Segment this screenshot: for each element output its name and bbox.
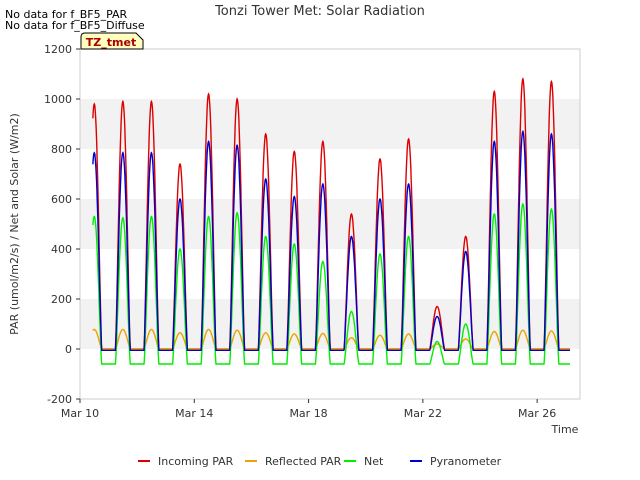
x-tick-label: Mar 10 bbox=[61, 407, 99, 420]
chart-title: Tonzi Tower Met: Solar Radiation bbox=[214, 4, 425, 19]
legend-label: Pyranometer bbox=[430, 455, 502, 468]
legend-item: Reflected PAR bbox=[245, 455, 342, 468]
legend-label: Net bbox=[364, 455, 384, 468]
legend-label: Incoming PAR bbox=[158, 455, 234, 468]
plot-frame bbox=[79, 48, 581, 400]
x-tick-label: Mar 14 bbox=[175, 407, 213, 420]
legend-item: Pyranometer bbox=[410, 455, 502, 468]
y-tick-label: 800 bbox=[51, 143, 72, 156]
y-axis-label: PAR (umol/m2/s) / Net and Solar (W/m2) bbox=[8, 113, 21, 335]
site-badge-label: TZ_tmet bbox=[86, 36, 136, 49]
x-tick-label: Mar 18 bbox=[289, 407, 327, 420]
legend-label: Reflected PAR bbox=[265, 455, 342, 468]
x-tick-label: Mar 22 bbox=[404, 407, 442, 420]
y-tick-label: 400 bbox=[51, 243, 72, 256]
no-data-note-diffuse: No data for f_BF5_Diffuse bbox=[5, 19, 145, 32]
y-tick-label: -200 bbox=[47, 393, 72, 406]
x-tick-label: Mar 26 bbox=[518, 407, 556, 420]
grid-band bbox=[80, 49, 580, 99]
site-badge: TZ_tmet bbox=[80, 32, 144, 50]
grid-band bbox=[80, 249, 580, 299]
y-tick-label: 1000 bbox=[44, 93, 72, 106]
legend-item: Net bbox=[344, 455, 384, 468]
legend-item: Incoming PAR bbox=[138, 455, 234, 468]
no-data-note-par: No data for f_BF5_PAR bbox=[5, 8, 128, 21]
x-axis-label: Time bbox=[551, 423, 579, 436]
y-tick-label: 1200 bbox=[44, 43, 72, 56]
series-line-net bbox=[92, 202, 570, 365]
y-tick-label: 600 bbox=[51, 193, 72, 206]
y-tick-label: 0 bbox=[65, 343, 72, 356]
series-line-pyranometer bbox=[92, 129, 570, 351]
y-tick-label: 200 bbox=[51, 293, 72, 306]
grid-band bbox=[80, 99, 580, 149]
